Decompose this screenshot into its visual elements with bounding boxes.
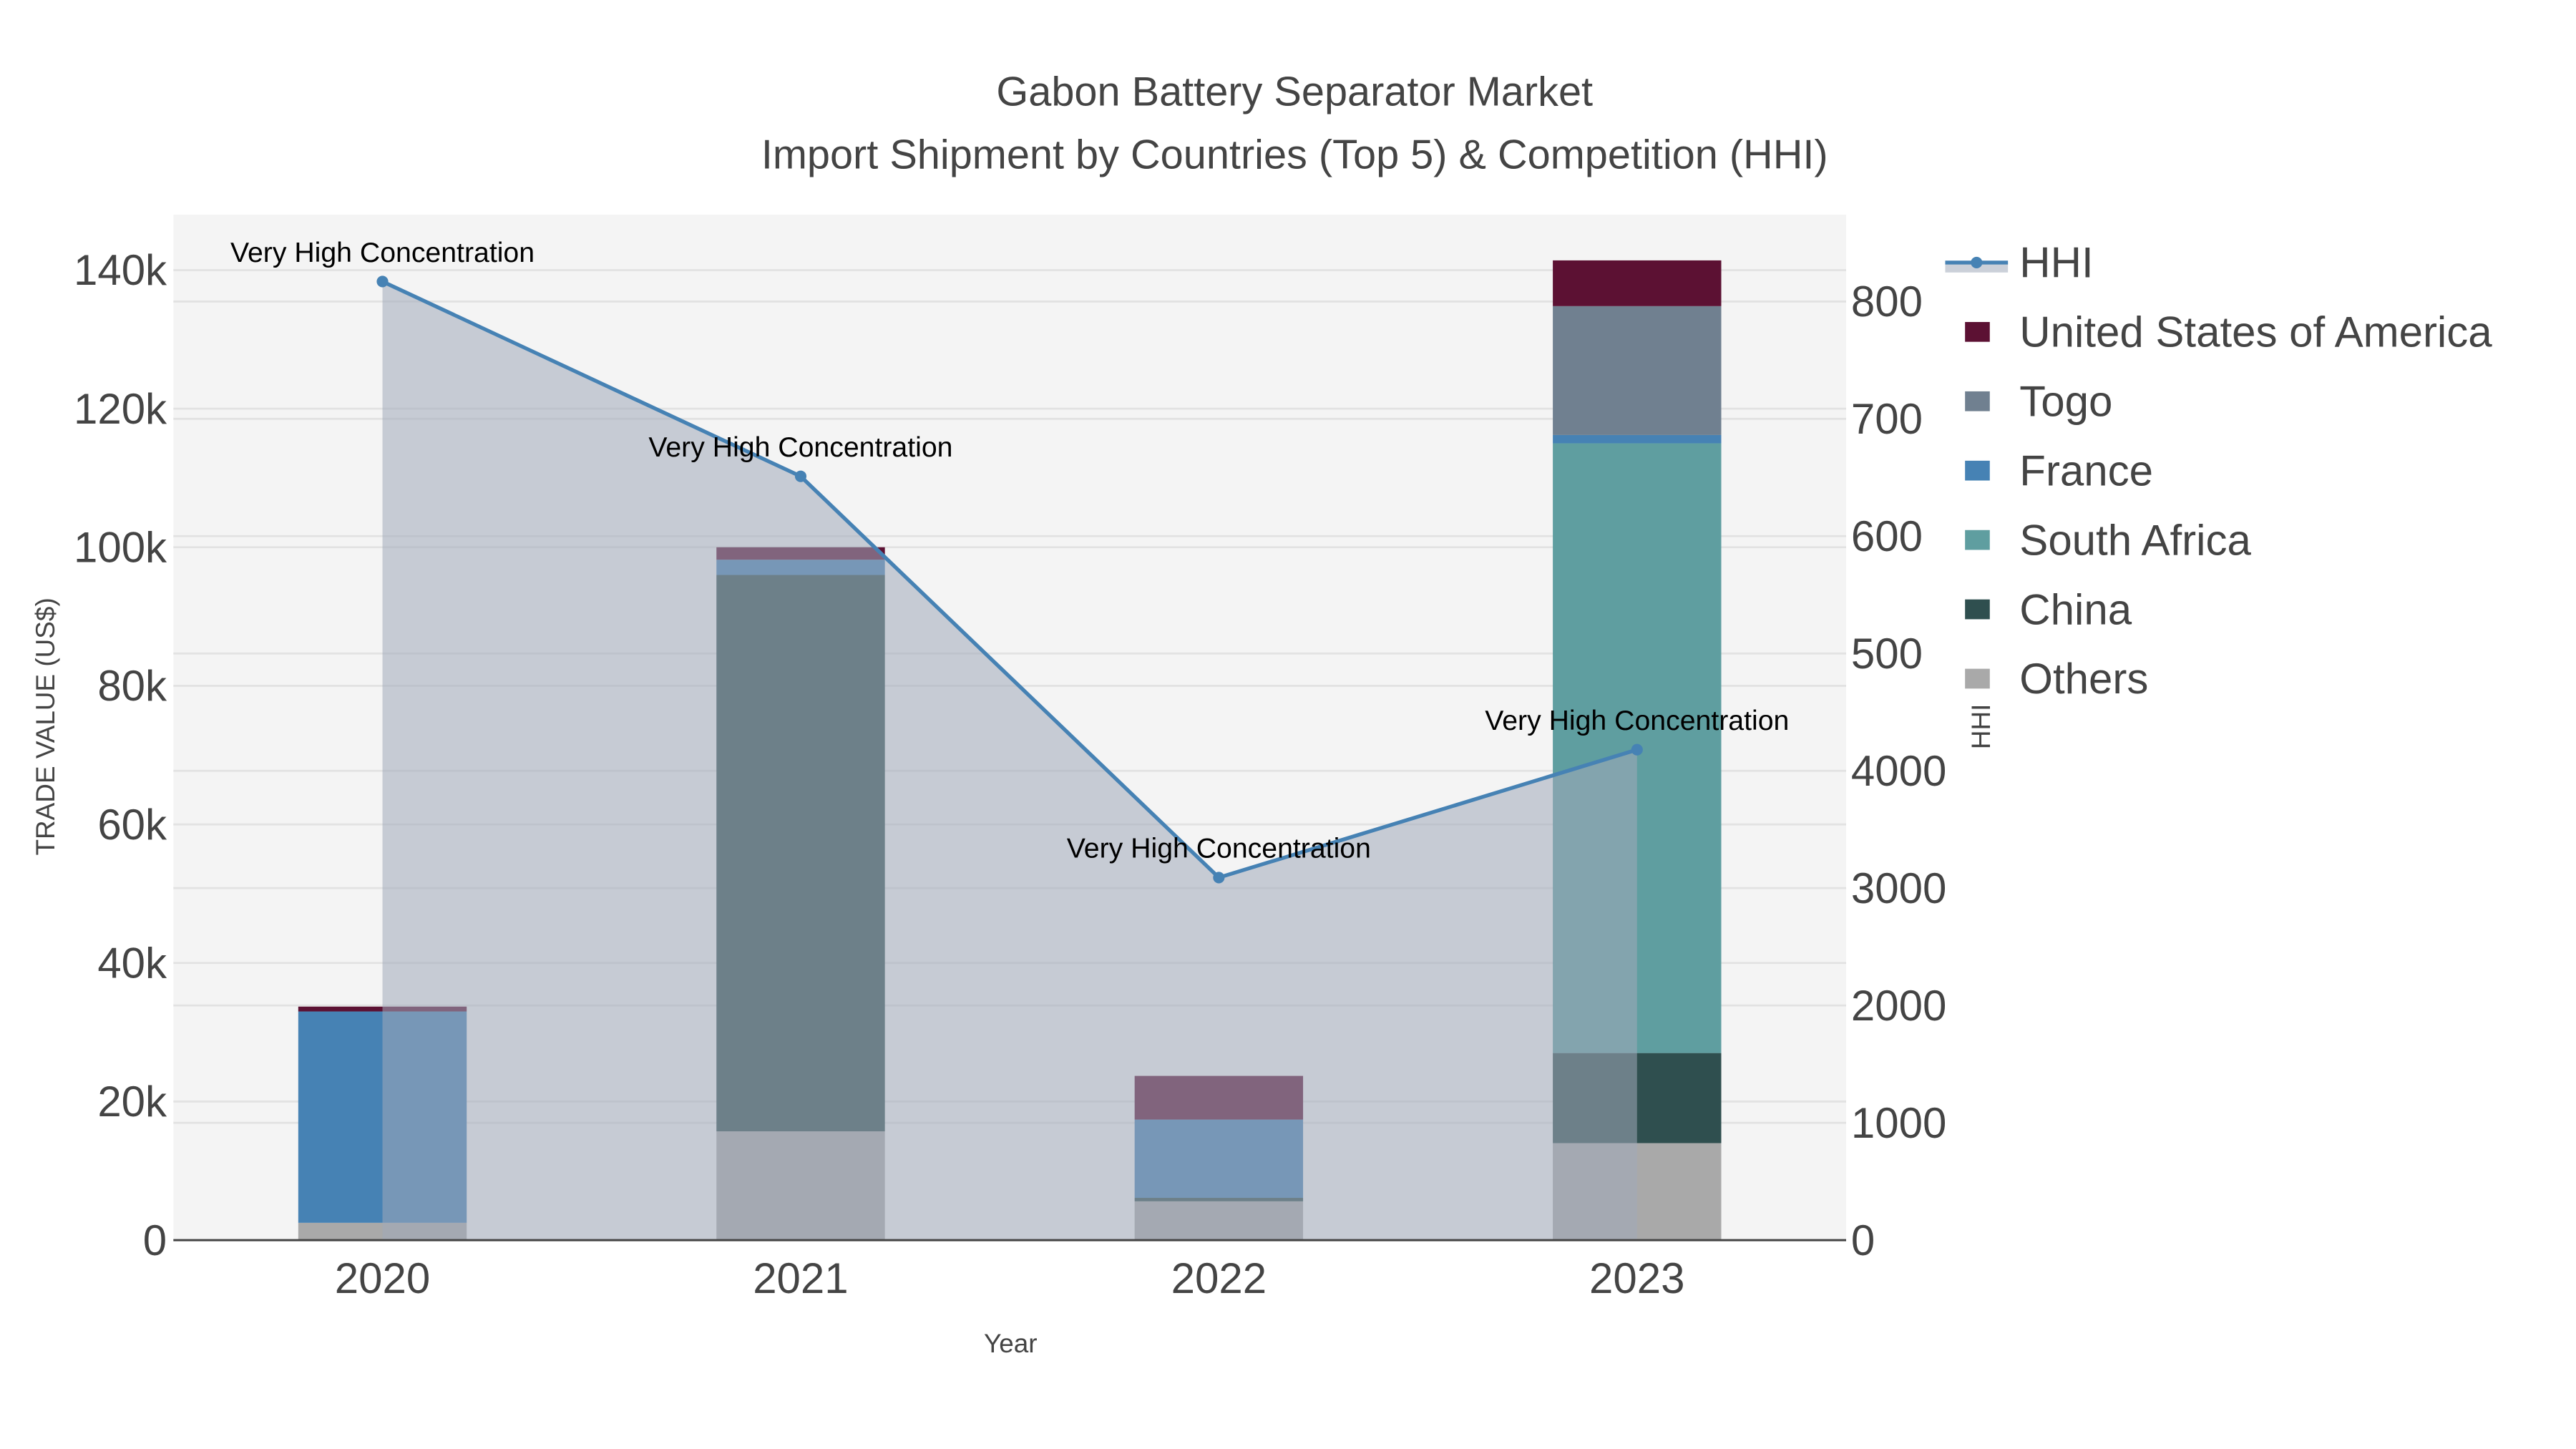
y-tick-label: 120k — [74, 385, 167, 433]
y-tick-label: 100k — [74, 524, 167, 572]
legend-item-hhi[interactable]: HHI — [1945, 239, 2094, 287]
legend-item-togo[interactable]: Togo — [1965, 378, 2112, 426]
hhi-point-2021[interactable] — [794, 470, 807, 482]
legend-swatch — [1965, 599, 1990, 620]
y-tick-label: 20k — [97, 1078, 167, 1126]
chart-title: Gabon Battery Separator Market — [996, 69, 1593, 115]
hhi-point-2023[interactable] — [1631, 743, 1643, 756]
hhi-point-2022[interactable] — [1213, 872, 1225, 884]
legend-swatch — [1965, 322, 1990, 342]
y-tick-label: 80k — [97, 662, 167, 710]
y2-tick-label: 2000 — [1851, 982, 1946, 1030]
hhi-line — [381, 280, 1638, 880]
legend-label: France — [2019, 447, 2153, 494]
x-tick-label: 2023 — [1589, 1254, 1684, 1302]
y2-tick-label: 0 — [1851, 1216, 1875, 1264]
y2-tick-label: 700 — [1851, 395, 1923, 443]
hhi-annotation: Very High Concentration — [230, 237, 535, 268]
legend-label: South Africa — [2019, 516, 2251, 564]
legend-item-united-states-of-america[interactable]: United States of America — [1965, 308, 2492, 356]
x-axis-title: Year — [984, 1329, 1038, 1358]
bar-united-states-of-america-2023[interactable] — [1553, 260, 1722, 306]
legend-swatch — [1965, 530, 1990, 550]
chart-subtitle: Import Shipment by Countries (Top 5) & C… — [761, 132, 1828, 177]
legend-label: China — [2019, 585, 2132, 633]
hhi-area — [382, 281, 1637, 1241]
legend-swatch — [1965, 460, 1990, 481]
y-axis-title: TRADE VALUE (US$) — [31, 597, 60, 855]
y2-axis-title: HHI — [1966, 704, 1996, 750]
y2-tick-label: 3000 — [1851, 864, 1946, 912]
legend-item-china[interactable]: China — [1965, 585, 2132, 633]
y2-tick-label: 600 — [1851, 512, 1923, 560]
legend-swatch — [1965, 391, 1990, 411]
legend-item-south-africa[interactable]: South Africa — [1965, 516, 2251, 564]
legend-swatch — [1965, 668, 1990, 689]
hhi-annotation: Very High Concentration — [1067, 833, 1371, 864]
hhi-annotation: Very High Concentration — [1485, 705, 1789, 736]
y2-tick-label: 1000 — [1851, 1099, 1946, 1147]
legend-label: HHI — [2019, 239, 2093, 287]
legend-label: Others — [2019, 655, 2148, 703]
x-tick-label: 2020 — [335, 1254, 430, 1302]
bar-togo-2023[interactable] — [1553, 306, 1722, 435]
y-tick-label: 60k — [97, 801, 167, 849]
bar-france-2023[interactable] — [1553, 434, 1722, 444]
hhi-point-2020[interactable] — [376, 275, 389, 288]
y2-tick-label: 4000 — [1851, 747, 1946, 795]
y-tick-label: 40k — [97, 940, 167, 987]
legend-item-france[interactable]: France — [1965, 447, 2153, 494]
legend-label: Togo — [2019, 378, 2112, 426]
legend-label: United States of America — [2019, 308, 2492, 356]
legend-item-others[interactable]: Others — [1965, 655, 2148, 703]
legend-swatch-marker — [1971, 256, 1983, 268]
x-tick-label: 2021 — [753, 1254, 848, 1302]
legend: HHI United States of America Togo France Sou… — [1945, 239, 2492, 703]
hhi-annotation: Very High Concentration — [648, 431, 952, 463]
y-tick-label: 140k — [74, 246, 167, 294]
x-tick-label: 2022 — [1171, 1254, 1267, 1302]
y2-tick-label: 800 — [1851, 278, 1923, 326]
y2-tick-label: 500 — [1851, 630, 1923, 678]
y-tick-label: 0 — [143, 1216, 167, 1264]
